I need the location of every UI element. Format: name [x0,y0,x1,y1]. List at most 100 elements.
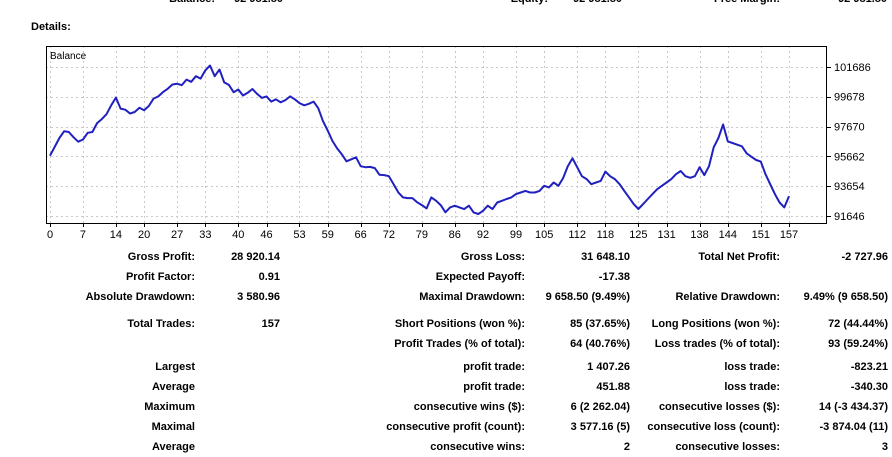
table-row: Maximal consecutive profit (count): 3 57… [0,417,888,437]
svg-text:138: 138 [690,229,708,241]
stat-label: Gross Loss: [460,251,525,263]
stat-value: 93 (59.24%) [828,338,888,350]
stat-value [195,417,280,437]
stat-label: Maximum [144,401,195,413]
equity-label: Equity: [448,0,548,6]
svg-text:20: 20 [138,229,150,241]
svg-text:0: 0 [47,229,53,241]
row-spacer [0,307,888,314]
stat-label [0,334,195,354]
stat-label: Largest [155,361,195,373]
stat-label: consecutive losses: [675,441,780,453]
table-row: Largest profit trade: 1 407.26 loss trad… [0,357,888,377]
stat-label [630,267,780,287]
stat-label: Expected Payoff: [435,271,525,283]
stat-value: 9.49% (9 658.50) [803,291,888,303]
svg-text:92: 92 [477,229,489,241]
stat-label: consecutive wins: [430,441,525,453]
stat-label: Absolute Drawdown: [85,291,195,303]
details-label: Details: [31,21,71,33]
table-row: Total Trades: 157 Short Positions (won %… [0,314,888,334]
stat-label: consecutive loss (count): [647,421,780,433]
stat-value [195,377,280,397]
stat-label: consecutive profit (count): [386,421,525,433]
balance-chart: 0 7 14 20 27 33 40 46 53 59 66 72 79 86 92 99 105 112 118 1… [0,40,892,250]
stat-value: 72 (44.44%) [828,318,888,330]
table-row: Profit Factor: 0.91 Expected Payoff: -17… [0,267,888,287]
balance-chart-svg: 0 7 14 20 27 33 40 46 53 59 66 72 79 86 92 99 105 112 118 1… [46,46,871,241]
stat-label: Average [151,381,195,393]
svg-text:59: 59 [322,229,334,241]
stat-value: 3 577.16 (5) [570,421,630,433]
stat-label: Maximal [151,421,195,433]
stat-value: 28 920.14 [231,251,280,263]
svg-text:97670: 97670 [834,122,865,134]
equity-value: 92 981.80 [522,0,622,6]
svg-text:99678: 99678 [834,92,865,104]
table-row: Gross Profit: 28 920.14 Gross Loss: 31 6… [0,247,888,267]
stat-label: Maximal Drawdown: [419,291,525,303]
stat-value: -17.38 [598,271,630,283]
balance-value: 92 981.80 [183,0,283,6]
stat-label: Short Positions (won %): [394,318,525,330]
stat-value: 3 580.96 [237,291,280,303]
stat-value: 2 [623,441,630,453]
stats-table: Gross Profit: 28 920.14 Gross Loss: 31 6… [0,247,888,457]
stat-value [780,267,888,287]
table-row: Profit Trades (% of total): 64 (40.76%) … [0,334,888,354]
stat-value: 9 658.50 (9.49%) [545,291,630,303]
stat-value: 3 [881,441,888,453]
svg-text:144: 144 [719,229,737,241]
stat-label: Gross Profit: [127,251,195,263]
svg-text:86: 86 [449,229,461,241]
svg-text:157: 157 [780,229,798,241]
stat-label: consecutive wins ($): [413,401,525,413]
table-row: Average consecutive wins: 2 consecutive … [0,437,888,457]
svg-text:125: 125 [629,229,647,241]
row-spacer [0,307,888,314]
stat-value: 1 407.26 [587,361,630,373]
stat-label: profit trade: [463,361,525,373]
free-margin-value: 92 981.80 [787,0,887,6]
stat-label: Profit Trades (% of total): [394,338,525,350]
svg-text:14: 14 [110,229,122,241]
stat-value [195,437,280,457]
svg-text:27: 27 [171,229,183,241]
table-row: Maximum consecutive wins ($): 6 (2 262.0… [0,397,888,417]
svg-text:93654: 93654 [834,181,865,193]
svg-text:40: 40 [232,229,244,241]
free-margin-label: Free Margin: [670,0,780,6]
svg-text:66: 66 [355,229,367,241]
svg-text:99: 99 [510,229,522,241]
svg-text:101686: 101686 [834,62,871,74]
stat-value: 14 (-3 434.37) [818,401,888,413]
stat-value: 157 [261,318,280,330]
svg-text:118: 118 [597,229,615,241]
table-row: Absolute Drawdown: 3 580.96 Maximal Draw… [0,287,888,307]
stat-label: loss trade: [724,361,780,373]
stat-label: consecutive losses ($): [658,401,780,413]
stat-label: Long Positions (won %): [651,318,780,330]
stat-value: 31 648.10 [581,251,630,263]
stat-value: 85 (37.65%) [570,318,630,330]
table-row: Average profit trade: 451.88 loss trade:… [0,377,888,397]
stat-value: -3 874.04 (11) [819,421,889,433]
svg-text:131: 131 [657,229,675,241]
stat-label: profit trade: [463,381,525,393]
stat-label: Total Net Profit: [698,251,780,263]
stat-value: 6 (2 262.04) [570,401,630,413]
stat-label: Loss trades (% of total): [654,338,780,350]
stat-value: -340.30 [850,381,888,393]
stat-value: 451.88 [596,381,630,393]
stat-value [195,334,280,354]
svg-text:105: 105 [535,229,553,241]
svg-text:46: 46 [260,229,272,241]
stat-label: Relative Drawdown: [675,291,780,303]
stat-value: 0.91 [258,271,280,283]
stat-label: Profit Factor: [125,271,195,283]
stat-value [195,357,280,377]
stat-label: Total Trades: [127,318,195,330]
stat-value [195,397,280,417]
svg-text:53: 53 [293,229,305,241]
